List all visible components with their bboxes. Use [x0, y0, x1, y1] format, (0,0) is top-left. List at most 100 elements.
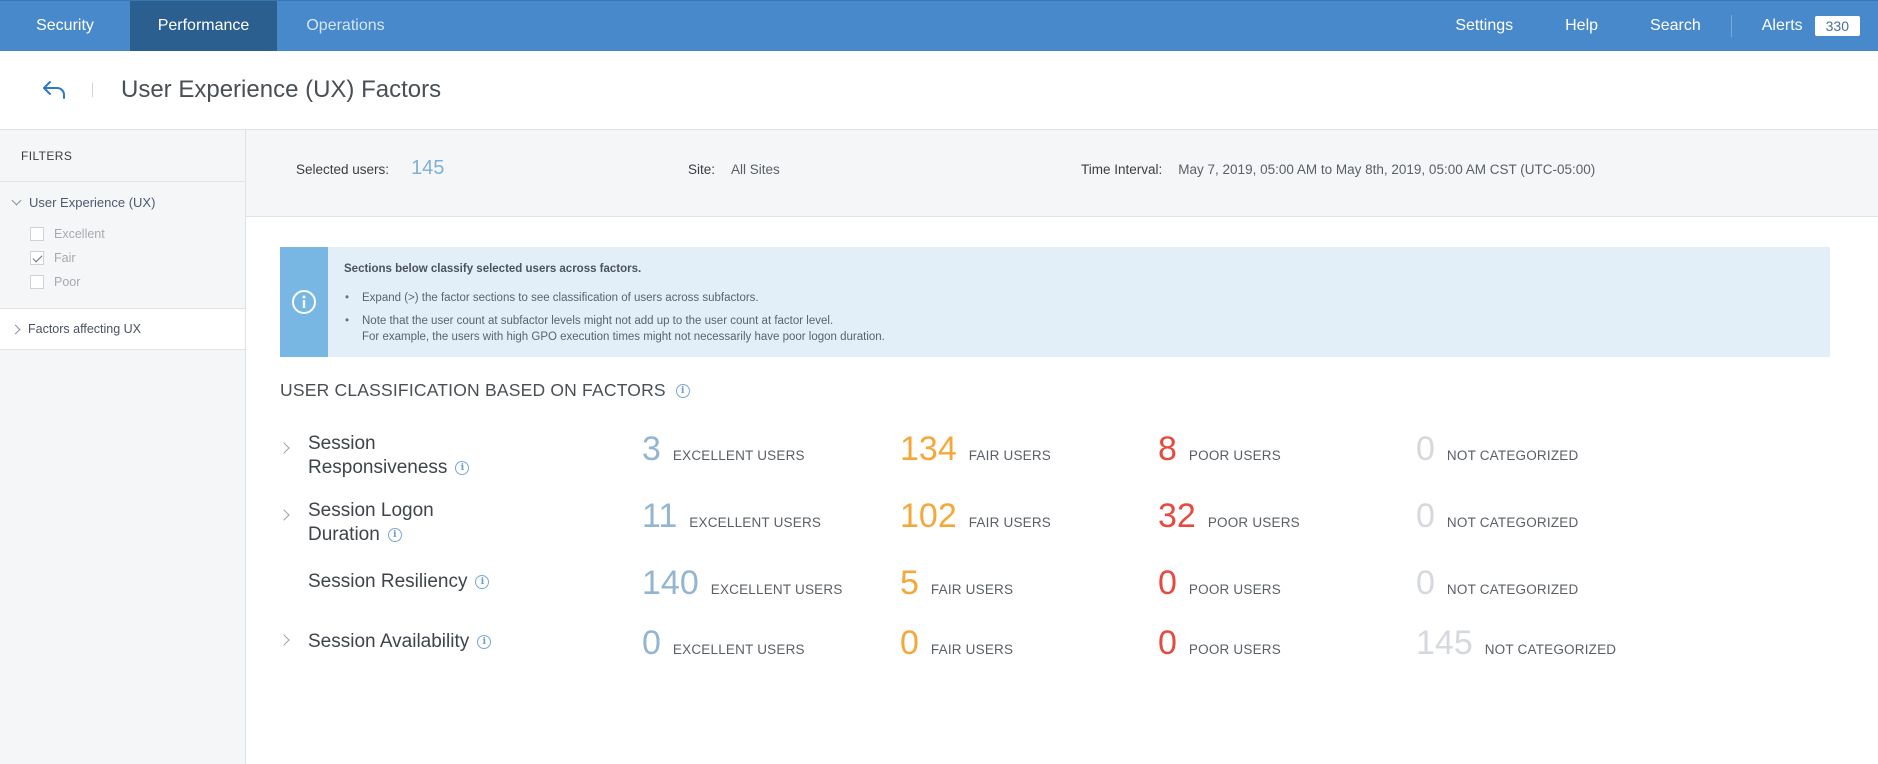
poor-users-label: POOR USERS [1207, 515, 1300, 530]
info-icon[interactable]: i [387, 527, 402, 542]
poor-checkbox[interactable] [30, 275, 44, 289]
not-categorized-count[interactable]: 145 [1416, 624, 1473, 662]
info-icon[interactable]: i [675, 383, 690, 398]
back-arrow-icon[interactable] [40, 76, 68, 104]
alerts-button[interactable]: Alerts 330 [1736, 16, 1878, 36]
not-categorized-count[interactable]: 0 [1416, 564, 1435, 602]
poor-users-cell: 32 POOR USERS [1158, 499, 1300, 533]
poor-users-count[interactable]: 32 [1158, 497, 1196, 535]
notice-text: Sections below classify selected users a… [328, 247, 885, 357]
alerts-label: Alerts [1761, 17, 1803, 34]
notice-bullet-text: Note that the user count at subfactor le… [362, 315, 834, 327]
selected-users-count[interactable]: 145 [411, 157, 445, 179]
factors-filter-group: Factors affecting UX [0, 309, 245, 350]
tab-performance[interactable]: Performance [130, 1, 277, 51]
page-header: User Experience (UX) Factors [0, 51, 1878, 130]
factor-row-session-logon-duration: Session Logon Duration i 11 EXCELLENT USE… [278, 497, 1680, 559]
excellent-users-label: EXCELLENT USERS [710, 582, 843, 597]
site-label: Site: [688, 162, 716, 177]
fair-users-cell: 5 FAIR USERS [900, 566, 1013, 600]
chevron-down-icon [11, 195, 22, 205]
factor-name[interactable]: Session Availability i [308, 630, 568, 654]
excellent-checkbox[interactable] [30, 227, 44, 241]
excellent-users-cell: 0 EXCELLENT USERS [642, 626, 805, 660]
excellent-users-count[interactable]: 3 [642, 430, 661, 468]
factor-row-session-resiliency: Session Resiliency i 140 EXCELLENT USERS … [280, 566, 1680, 626]
filter-option-label: Poor [54, 275, 81, 289]
notice-bullets: Expand (>) the factor sections to see cl… [344, 290, 885, 345]
filters-sidebar: FILTERS User Experience (UX) Excellent F… [0, 130, 246, 764]
factor-name-line2: Responsiveness [308, 457, 448, 478]
not-categorized-cell: 0 NOT CATEGORIZED [1416, 566, 1578, 600]
filter-option-excellent[interactable]: Excellent [12, 222, 245, 246]
fair-users-count[interactable]: 5 [900, 564, 919, 602]
classification-heading-text: USER CLASSIFICATION BASED ON FACTORS [280, 380, 666, 400]
site-info: Site: All Sites [688, 162, 780, 177]
chevron-right-icon[interactable] [278, 509, 290, 521]
filters-heading: FILTERS [0, 130, 245, 182]
factors-filter-group-toggle[interactable]: Factors affecting UX [10, 309, 245, 349]
poor-users-count[interactable]: 8 [1158, 430, 1177, 468]
fair-users-count[interactable]: 102 [900, 497, 957, 535]
excellent-users-label: EXCELLENT USERS [672, 448, 805, 463]
nav-right-group: Settings Help Search Alerts 330 [1429, 1, 1878, 51]
factor-name-line1: Session Availability [308, 631, 470, 652]
not-categorized-cell: 0 NOT CATEGORIZED [1416, 432, 1578, 466]
search-link[interactable]: Search [1650, 17, 1701, 34]
excellent-users-count[interactable]: 11 [642, 497, 678, 535]
time-interval-value: May 7, 2019, 05:00 AM to May 8th, 2019, … [1178, 162, 1596, 177]
excellent-users-label: EXCELLENT USERS [672, 642, 805, 657]
not-categorized-label: NOT CATEGORIZED [1446, 582, 1579, 597]
chevron-right-icon [10, 324, 21, 334]
poor-users-count[interactable]: 0 [1158, 624, 1177, 662]
notice-bullet: Note that the user count at subfactor le… [344, 313, 885, 345]
filter-option-poor[interactable]: Poor [12, 270, 245, 294]
ux-filter-group-toggle[interactable]: User Experience (UX) [11, 182, 245, 222]
fair-users-count[interactable]: 134 [900, 430, 957, 468]
factor-name-line2: Duration [308, 524, 380, 545]
factor-name: Session Resiliency i [308, 570, 568, 594]
alerts-count-badge: 330 [1814, 16, 1860, 36]
selected-users-label: Selected users: [296, 162, 390, 177]
notice-heading: Sections below classify selected users a… [344, 263, 642, 275]
fair-users-label: FAIR USERS [930, 582, 1014, 597]
excellent-users-count[interactable]: 0 [642, 624, 661, 662]
nav-divider [1730, 15, 1732, 37]
notice-icon-column [280, 247, 328, 357]
not-categorized-count[interactable]: 0 [1416, 430, 1435, 468]
excellent-users-label: EXCELLENT USERS [689, 515, 822, 530]
help-link[interactable]: Help [1565, 17, 1599, 34]
chevron-right-icon[interactable] [278, 634, 290, 646]
time-interval: Time Interval: May 7, 2019, 05:00 AM to … [1081, 162, 1595, 177]
fair-users-label: FAIR USERS [968, 448, 1052, 463]
info-icon[interactable]: i [475, 574, 490, 589]
tab-operations[interactable]: Operations [306, 17, 385, 34]
excellent-users-cell: 3 EXCELLENT USERS [642, 432, 805, 466]
factor-name[interactable]: Session Logon Duration i [308, 499, 568, 547]
fair-users-cell: 134 FAIR USERS [900, 432, 1051, 466]
tab-security[interactable]: Security [36, 17, 94, 34]
fair-checkbox[interactable] [30, 251, 44, 265]
factor-name-line1: Session Logon [308, 500, 434, 521]
chevron-right-icon[interactable] [278, 442, 290, 454]
not-categorized-cell: 0 NOT CATEGORIZED [1416, 499, 1578, 533]
ux-filter-group: User Experience (UX) Excellent Fair Poor [0, 182, 245, 309]
factor-row-session-availability: Session Availability i 0 EXCELLENT USERS … [278, 624, 1680, 686]
info-icon[interactable]: i [477, 634, 492, 649]
fair-users-cell: 0 FAIR USERS [900, 626, 1013, 660]
site-value: All Sites [731, 162, 780, 177]
notice-bullet-text: For example, the users with high GPO exe… [362, 331, 885, 343]
info-icon[interactable]: i [455, 460, 470, 475]
not-categorized-count[interactable]: 0 [1416, 497, 1435, 535]
settings-link[interactable]: Settings [1455, 17, 1514, 34]
not-categorized-cell: 145 NOT CATEGORIZED [1416, 626, 1616, 660]
info-icon [292, 290, 316, 314]
filter-option-label: Fair [54, 251, 76, 265]
fair-users-count[interactable]: 0 [900, 624, 919, 662]
poor-users-count[interactable]: 0 [1158, 564, 1177, 602]
excellent-users-cell: 140 EXCELLENT USERS [642, 566, 843, 600]
excellent-users-count[interactable]: 140 [642, 564, 699, 602]
filter-option-fair[interactable]: Fair [12, 246, 245, 270]
factor-name[interactable]: Session Responsiveness i [308, 432, 568, 480]
factor-name-line1: Session [308, 433, 376, 454]
